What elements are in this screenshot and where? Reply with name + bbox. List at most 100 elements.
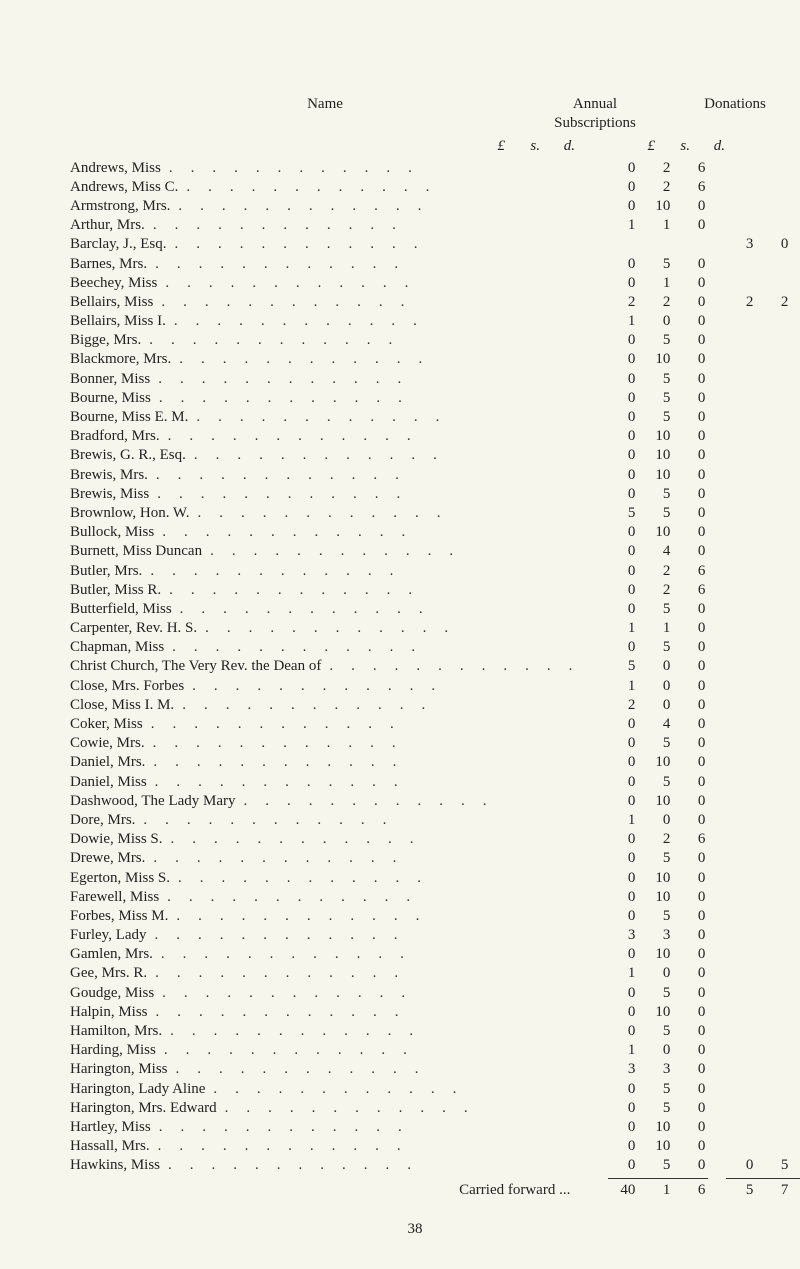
- page-number: 38: [70, 1220, 760, 1239]
- subscription-amount: 0100: [590, 466, 708, 485]
- donation-amount: [708, 696, 800, 715]
- donation-amount: [708, 427, 800, 446]
- donation-amount: [708, 581, 800, 600]
- subscription-amount: 050: [590, 1022, 708, 1041]
- subscription-amount: 050: [590, 408, 708, 427]
- entry-name: Beechey, Miss............: [70, 274, 590, 293]
- subscription-amount: 0100: [590, 888, 708, 907]
- subscription-amount: 100: [590, 312, 708, 331]
- subscription-amount: 220: [590, 293, 708, 312]
- subscription-amount: 110: [590, 216, 708, 235]
- donation-amount: [708, 1041, 800, 1060]
- subscription-amount: 200: [590, 696, 708, 715]
- subscription-amount: 050: [590, 1156, 708, 1175]
- entry-name: Butler, Miss R.............: [70, 581, 590, 600]
- entry-name: Dore, Mrs.............: [70, 811, 590, 830]
- donation-amount: [708, 370, 800, 389]
- table-row: Brownlow, Hon. W.............550: [70, 504, 800, 523]
- donation-amount: [708, 984, 800, 1003]
- table-row: Forbes, Miss M.............050: [70, 907, 800, 926]
- table-row: Drewe, Mrs.............050: [70, 849, 800, 868]
- entry-name: Gamlen, Mrs.............: [70, 945, 590, 964]
- don-lsd: £ s. d.: [610, 137, 740, 156]
- donation-amount: [708, 811, 800, 830]
- subscription-amount: 050: [590, 984, 708, 1003]
- table-row: Butler, Mrs.............026: [70, 562, 800, 581]
- table-row: Furley, Lady............330: [70, 926, 800, 945]
- donation-amount: [708, 523, 800, 542]
- table-row: Bigge, Mrs.............050: [70, 331, 800, 350]
- entry-name: Goudge, Miss............: [70, 984, 590, 1003]
- page-container: Name Annual Subscriptions Donations £ s.…: [0, 0, 800, 1269]
- entry-name: Bigge, Mrs.............: [70, 331, 590, 350]
- table-row: Hawkins, Miss............050056: [70, 1156, 800, 1175]
- donation-amount: [708, 389, 800, 408]
- table-row: Harington, Lady Aline............050: [70, 1080, 800, 1099]
- table-row: Butterfield, Miss............050: [70, 600, 800, 619]
- entry-name: Halpin, Miss............: [70, 1003, 590, 1022]
- entry-name: Harington, Mrs. Edward............: [70, 1099, 590, 1118]
- entry-name: Farewell, Miss............: [70, 888, 590, 907]
- table-row: Bellairs, Miss I.............100: [70, 312, 800, 331]
- subscription-amount: 026: [590, 178, 708, 197]
- donation-amount: [708, 773, 800, 792]
- table-row: Bourne, Miss E. M.............050: [70, 408, 800, 427]
- subscription-amount: 050: [590, 485, 708, 504]
- table-row: Daniel, Mrs.............0100: [70, 753, 800, 772]
- donation-amount: [708, 159, 800, 178]
- entry-name: Barclay, J., Esq.............: [70, 235, 590, 254]
- subscription-amount: 100: [590, 1041, 708, 1060]
- table-row: Bourne, Miss............050: [70, 389, 800, 408]
- donation-amount: [708, 926, 800, 945]
- subscription-amount: 0100: [590, 1003, 708, 1022]
- subscription-amount: 100: [590, 964, 708, 983]
- subscription-amount: 050: [590, 331, 708, 350]
- entry-name: Harington, Miss............: [70, 1060, 590, 1079]
- entry-name: Bellairs, Miss............: [70, 293, 590, 312]
- carried-forward-row: Carried forward ...4016576: [70, 1181, 800, 1200]
- header-subscriptions: Annual Subscriptions: [520, 95, 670, 133]
- entry-name: Bradford, Mrs.............: [70, 427, 590, 446]
- subscription-amount: 330: [590, 1060, 708, 1079]
- subscription-amount: 026: [590, 159, 708, 178]
- subscription-amount: 026: [590, 581, 708, 600]
- entry-name: Harington, Lady Aline............: [70, 1080, 590, 1099]
- donation-amount: [708, 734, 800, 753]
- subscription-amount: 026: [590, 562, 708, 581]
- currency-headers: £ s. d. £ s. d.: [70, 137, 760, 156]
- donation-amount: [708, 1022, 800, 1041]
- table-row: Carpenter, Rev. H. S.............110: [70, 619, 800, 638]
- donation-amount: [708, 849, 800, 868]
- entry-name: Bourne, Miss............: [70, 389, 590, 408]
- subscription-amount: 050: [590, 370, 708, 389]
- donation-amount: [708, 274, 800, 293]
- entry-name: Butterfield, Miss............: [70, 600, 590, 619]
- carried-label: Carried forward ...: [70, 1181, 590, 1200]
- entry-name: Dowie, Miss S.............: [70, 830, 590, 849]
- donation-amount: [708, 945, 800, 964]
- header-donations: Donations: [670, 95, 800, 133]
- table-row: Goudge, Miss............050: [70, 984, 800, 1003]
- donation-amount: [708, 255, 800, 274]
- donation-amount: [708, 408, 800, 427]
- donation-amount: [708, 1099, 800, 1118]
- donation-amount: [708, 677, 800, 696]
- donation-amount: [708, 562, 800, 581]
- table-row: Close, Miss I. M.............200: [70, 696, 800, 715]
- entry-name: Dashwood, The Lady Mary............: [70, 792, 590, 811]
- donation-amount: [708, 1003, 800, 1022]
- table-row: Harding, Miss............100: [70, 1041, 800, 1060]
- table-row: Burnett, Miss Duncan............040: [70, 542, 800, 561]
- entry-name: Bonner, Miss............: [70, 370, 590, 389]
- table-row: Dowie, Miss S.............026: [70, 830, 800, 849]
- entry-name: Brewis, Mrs.............: [70, 466, 590, 485]
- table-row: Barnes, Mrs.............050: [70, 255, 800, 274]
- subscription-amount: 050: [590, 389, 708, 408]
- subscription-amount: 040: [590, 542, 708, 561]
- donation-amount: [708, 178, 800, 197]
- subscription-amount: 050: [590, 255, 708, 274]
- donation-amount: [708, 1080, 800, 1099]
- donation-amount: [708, 1118, 800, 1137]
- table-row: Andrews, Miss............026: [70, 159, 800, 178]
- entry-name: Hartley, Miss............: [70, 1118, 590, 1137]
